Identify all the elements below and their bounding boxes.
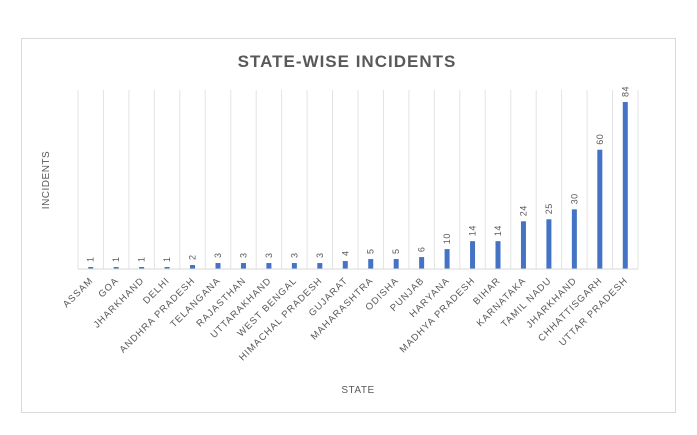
data-label: 5 xyxy=(391,249,401,255)
data-label: 14 xyxy=(493,225,503,236)
data-labels: 1 1 1 1 2 3 3 3 3 3 4 5 5 6 10 14 14 24 25 30 60 84 xyxy=(86,86,631,262)
chart-frame xyxy=(21,38,676,413)
bar xyxy=(139,267,145,269)
data-label: 30 xyxy=(569,193,579,204)
data-label: 3 xyxy=(213,253,223,259)
data-label: 1 xyxy=(162,256,172,262)
y-axis-title: INCIDENTS xyxy=(41,151,52,209)
data-label: 3 xyxy=(264,253,274,259)
data-label: 2 xyxy=(188,255,198,261)
bar xyxy=(266,263,272,269)
data-label: 3 xyxy=(289,253,299,259)
data-label: 6 xyxy=(417,247,427,253)
data-label: 3 xyxy=(238,253,248,259)
bar xyxy=(291,263,297,269)
bar xyxy=(215,263,221,269)
data-label: 3 xyxy=(315,253,325,259)
bar xyxy=(419,257,425,269)
data-label: 25 xyxy=(544,203,554,214)
data-label: 1 xyxy=(111,256,121,262)
bar xyxy=(444,249,450,269)
bars xyxy=(88,102,628,269)
bar xyxy=(88,267,94,269)
bar xyxy=(546,219,552,269)
bar xyxy=(164,267,170,269)
x-axis-title: STATE xyxy=(341,385,374,396)
data-label: 24 xyxy=(518,205,528,216)
x-tick-label: ASSAM xyxy=(61,275,96,310)
gridlines xyxy=(77,90,639,269)
bar xyxy=(622,102,628,269)
data-label: 60 xyxy=(595,134,605,145)
data-label: 14 xyxy=(468,225,478,236)
bar xyxy=(342,261,348,269)
bar xyxy=(393,259,399,269)
bar xyxy=(113,267,119,269)
data-label: 1 xyxy=(137,256,147,262)
bar xyxy=(190,265,196,269)
bar xyxy=(597,149,603,269)
bar xyxy=(368,259,374,269)
bar xyxy=(317,263,323,269)
data-label: 5 xyxy=(366,249,376,255)
data-label: 84 xyxy=(620,86,630,97)
chart-title: STATE-WISE INCIDENTS xyxy=(238,52,457,71)
bar xyxy=(495,241,501,269)
bar xyxy=(240,263,246,269)
data-label: 10 xyxy=(442,233,452,244)
bar xyxy=(520,221,526,269)
bar xyxy=(571,209,577,269)
data-label: 4 xyxy=(340,251,350,257)
bar xyxy=(470,241,476,269)
data-label: 1 xyxy=(86,256,96,262)
